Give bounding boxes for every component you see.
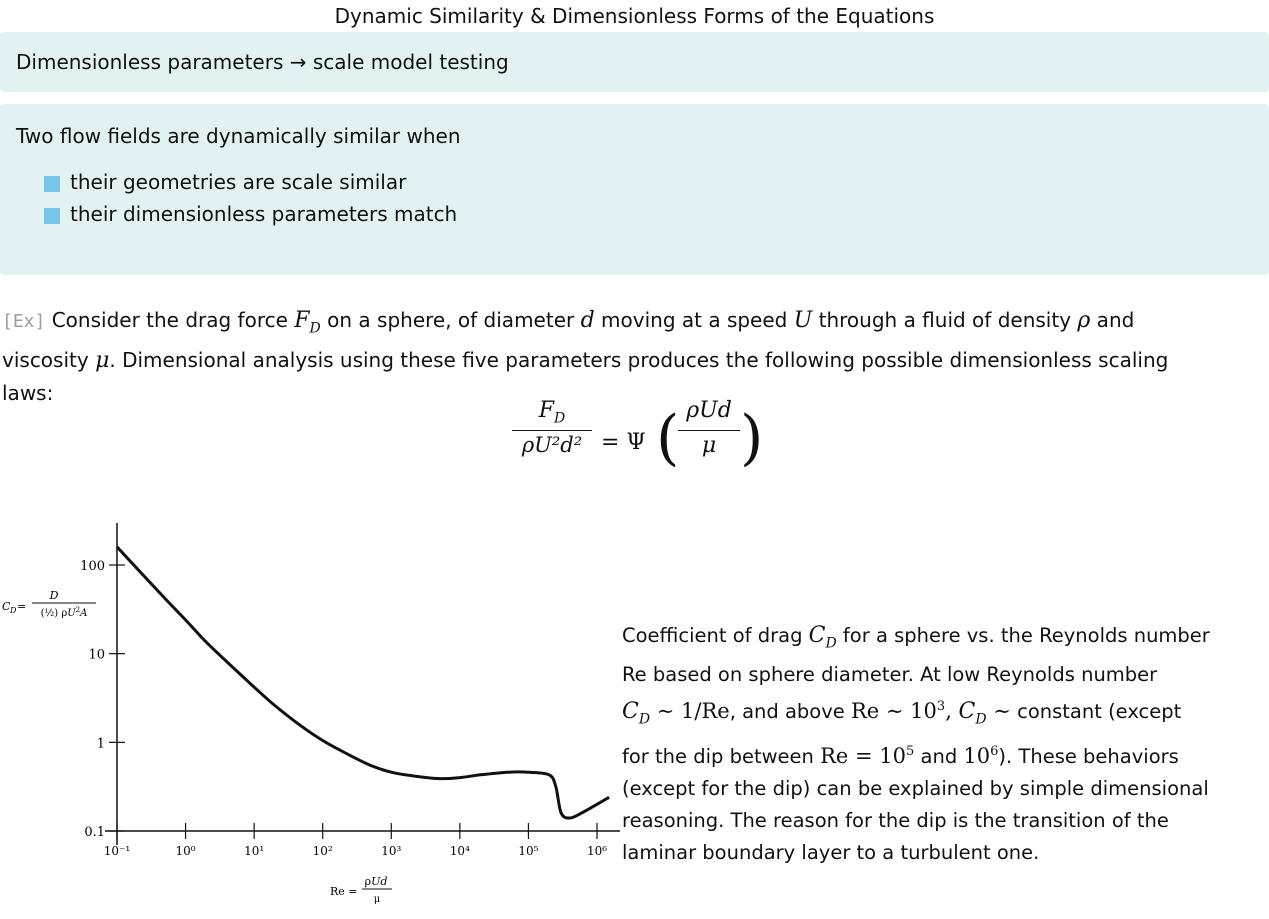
x-tick-label: 10³: [381, 844, 401, 858]
equation-left-paren: (: [656, 403, 680, 473]
y-tick-label: 100: [80, 559, 105, 574]
math-mu: μ: [95, 348, 110, 374]
equation-rhs-denominator: μ: [701, 433, 717, 458]
x-tick-label: 10¹: [244, 844, 264, 858]
example-tag: [Ex]: [2, 311, 46, 332]
key-point-text: Dimensionless parameters → scale model t…: [16, 50, 509, 74]
key-point-box: Dimensionless parameters → scale model t…: [0, 32, 1269, 92]
math-d: d: [580, 308, 595, 333]
y-tick-label: 0.1: [84, 825, 105, 840]
svg-text:=: =: [17, 600, 26, 613]
svg-text:Re =: Re =: [330, 885, 358, 898]
x-tick-label: 10⁻¹: [104, 844, 130, 858]
x-tick-label: 10⁰: [176, 844, 196, 858]
svg-text:(½) ρU2A: (½) ρU2A: [41, 606, 88, 619]
page-title: Dynamic Similarity & Dimensionless Forms…: [334, 4, 935, 28]
chart-caption: Coefficient of drag CD for a sphere vs. …: [622, 623, 1210, 864]
equation-rhs-numerator: ρUd: [686, 398, 732, 423]
svg-text:C: C: [2, 600, 11, 613]
list-item: their geometries are scale similar: [44, 170, 1253, 194]
math-FD: FD: [294, 308, 321, 337]
example-paragraph: [Ex] Consider the drag force FD on a sph…: [2, 308, 1169, 406]
similarity-intro: Two flow fields are dynamically similar …: [16, 124, 461, 148]
equation-lhs-numerator: FD: [538, 398, 566, 427]
similarity-list: their geometries are scale similar their…: [44, 170, 1253, 226]
svg-text:ρUd: ρUd: [365, 875, 388, 888]
math-U: U: [793, 308, 813, 333]
x-axis-label: Re = ρUd μ: [330, 875, 392, 905]
y-tick-label: 10: [88, 648, 105, 663]
math-rho: ρ: [1077, 308, 1091, 333]
svg-text:D: D: [9, 606, 17, 615]
equation-equals: = Ψ: [601, 430, 646, 455]
drag-curve-line: [115, 545, 610, 820]
equation-right-paren: ): [740, 403, 764, 473]
bullet-square-icon: [44, 208, 60, 224]
x-tick-label: 10²: [313, 844, 333, 858]
x-tick-label: 10⁶: [587, 844, 607, 858]
drag-coefficient-chart: 100 10 1 0.1 10⁻¹ 10⁰ 10¹ 10² 10³ 10⁴ 10⁵ 10⁶ C D =…: [2, 523, 620, 905]
equation-lhs-denominator: ρU²d²: [521, 433, 583, 457]
y-tick-label: 1: [97, 736, 105, 751]
svg-text:D: D: [49, 589, 59, 602]
x-tick-label: 10⁴: [450, 844, 470, 858]
bullet-square-icon: [44, 176, 60, 192]
svg-text:μ: μ: [374, 894, 381, 905]
x-tick-label: 10⁵: [518, 844, 538, 858]
y-axis-label: C D = D (½) ρU2A: [2, 589, 96, 619]
list-item: their dimensionless parameters match: [44, 202, 1253, 226]
similarity-box: Two flow fields are dynamically similar …: [0, 104, 1269, 275]
